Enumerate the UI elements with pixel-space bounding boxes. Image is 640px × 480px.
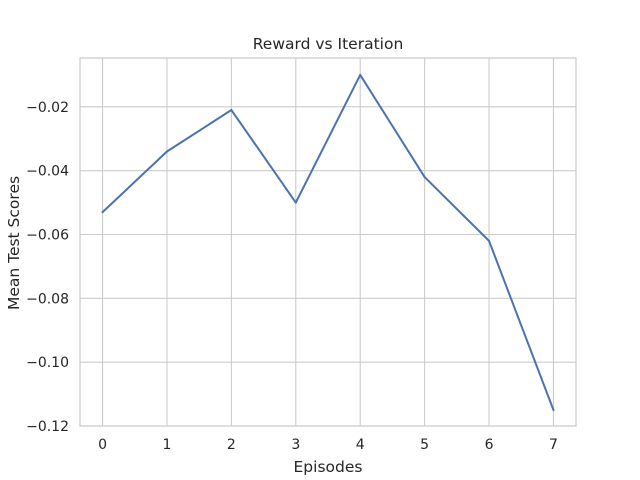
y-tick-label: −0.06 <box>26 227 69 243</box>
x-tick-label: 4 <box>356 437 365 453</box>
series-layer <box>101 73 555 412</box>
data-point <box>165 150 168 153</box>
x-tick-label: 7 <box>549 437 558 453</box>
y-tick-label: −0.10 <box>26 355 69 371</box>
x-tick-label: 1 <box>163 437 172 453</box>
data-point <box>101 211 104 214</box>
data-point <box>488 239 491 242</box>
data-point <box>552 409 555 412</box>
y-tick-label: −0.04 <box>26 164 69 180</box>
y-axis-label: Mean Test Scores <box>5 176 23 310</box>
y-tick-label: −0.08 <box>26 291 69 307</box>
plot-border <box>79 57 577 427</box>
chart-title: Reward vs Iteration <box>253 35 404 53</box>
data-point <box>294 201 297 204</box>
x-tick-label: 2 <box>227 437 236 453</box>
grid-layer <box>80 58 576 427</box>
y-tick-label: −0.12 <box>26 419 69 435</box>
data-point <box>359 73 362 76</box>
y-tick-label: −0.02 <box>26 100 69 116</box>
x-tick-label: 6 <box>485 437 494 453</box>
x-tick-label: 5 <box>420 437 429 453</box>
x-tick-label: 0 <box>98 437 107 453</box>
data-point <box>230 109 233 112</box>
x-tick-label: 3 <box>291 437 300 453</box>
x-axis-label: Episodes <box>294 458 363 476</box>
series-line <box>101 73 555 412</box>
data-point <box>423 176 426 179</box>
y-tick-labels: −0.12 −0.10 −0.08 −0.06 −0.04 −0.02 <box>26 100 69 435</box>
x-tick-labels: 0 1 2 3 4 5 6 7 <box>98 437 558 453</box>
plot-frame <box>79 57 577 427</box>
